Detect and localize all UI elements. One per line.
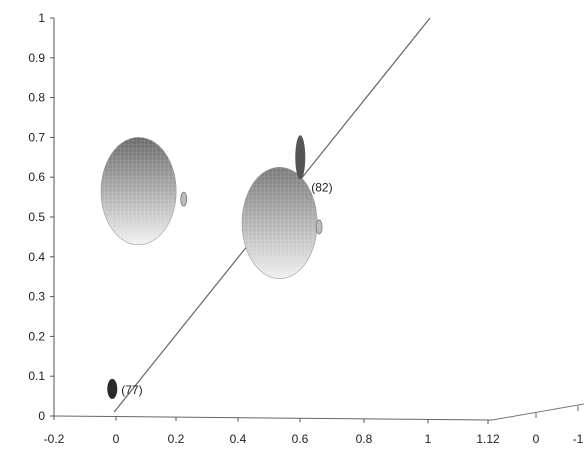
depth-tick-label: -1 [573,432,584,446]
point-marker-0 [107,378,118,399]
x-tick-label: 0.2 [168,432,185,446]
y-tick-label: 0.2 [28,329,45,343]
depth-axis-ticks: 0 -1 [533,406,584,446]
side-mark-0 [180,191,188,207]
x-tick-label: 0.8 [356,432,373,446]
y-tick-label: 1 [38,11,45,25]
x-tick-label: -0.2 [44,432,65,446]
y-tick-label: 0.1 [28,369,45,383]
side-marks [180,191,323,235]
x-tick-label: 0.6 [292,432,309,446]
y-tick-label: 0.8 [28,91,45,105]
x-tick-label: 1.12 [476,432,500,446]
y-tick-label: 0.5 [28,210,45,224]
y-tick-label: 0.9 [28,51,45,65]
y-tick-label: 0.3 [28,290,45,304]
sphere-mesh-1 [242,167,318,279]
data-points: (77) (82) [107,135,333,399]
x-tick-label: 0.4 [230,432,247,446]
side-mark-1 [315,219,323,235]
y-tick-label: 0 [38,409,45,423]
point-label: (77) [121,383,142,397]
y-tick-label: 0.4 [28,250,45,264]
x-axis-line [53,415,493,421]
y-axis-ticks: 0 0.1 0.2 0.3 0.4 0.5 0.6 0.7 0.8 0.9 1 [28,11,54,423]
x-tick-label: 0 [113,432,120,446]
x-tick-label: 1 [425,432,432,446]
y-tick-label: 0.6 [28,170,45,184]
depth-axis-line [491,403,584,421]
point-label: (82) [311,180,332,194]
point-marker-1 [295,135,306,180]
spheres [100,137,318,279]
sphere-mesh-0 [101,137,177,245]
y-tick-label: 0.7 [28,130,45,144]
depth-tick-label: 0 [533,432,540,446]
x-axis-ticks: -0.2 0 0.2 0.4 0.6 0.8 1 1.12 [44,416,500,446]
